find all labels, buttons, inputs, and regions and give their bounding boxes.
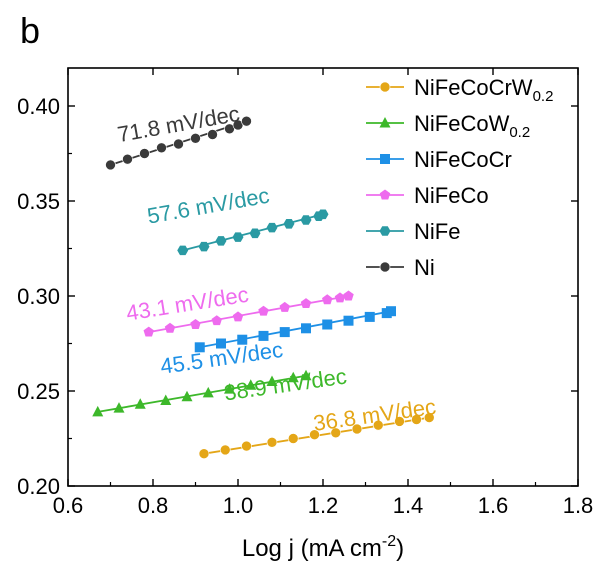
data-point [198, 241, 210, 252]
y-tick-label: 0.30 [17, 284, 60, 309]
data-point [173, 138, 184, 150]
data-point [122, 153, 133, 165]
data-point [279, 327, 290, 338]
data-point [380, 154, 390, 164]
data-point [245, 379, 257, 390]
x-tick-label: 1.4 [393, 493, 424, 518]
data-point [160, 394, 172, 405]
x-tick-label: 0.8 [138, 493, 169, 518]
y-tick-label: 0.40 [17, 94, 60, 119]
data-point [379, 261, 391, 273]
data-point [194, 342, 205, 353]
fit-line [148, 295, 349, 333]
data-point [241, 440, 252, 452]
data-point [266, 375, 278, 386]
data-point [232, 232, 244, 242]
data-point [317, 209, 329, 220]
panel-label: b [20, 10, 41, 51]
data-point [386, 306, 396, 317]
data-point [211, 315, 222, 326]
fit-line [199, 310, 392, 349]
x-tick-label: 1.2 [308, 493, 339, 518]
data-point [379, 226, 391, 236]
data-point [215, 236, 227, 246]
legend-label: NiFe [414, 219, 460, 244]
data-point [394, 416, 405, 427]
x-tick-label: 1.0 [223, 493, 254, 518]
x-tick-label: 1.8 [563, 493, 594, 518]
data-point [330, 427, 342, 439]
data-point [92, 405, 104, 417]
data-point [258, 305, 269, 316]
legend-label: Ni [414, 255, 435, 280]
data-point [343, 290, 354, 301]
data-point [309, 429, 320, 441]
data-point [216, 338, 226, 349]
data-point [279, 301, 290, 312]
data-point [423, 412, 435, 423]
data-point [266, 222, 278, 233]
data-point [351, 423, 363, 435]
data-point [258, 330, 269, 341]
data-point [364, 311, 375, 322]
data-point [300, 298, 312, 309]
data-point [113, 402, 125, 413]
x-tick-label: 1.6 [478, 493, 509, 518]
data-point [134, 398, 146, 409]
x-axis-label: Log j (mA cm-2) [242, 533, 404, 562]
y-tick-label: 0.25 [17, 379, 60, 404]
data-point [219, 444, 231, 456]
data-point [379, 81, 391, 93]
data-point [379, 117, 391, 128]
slope-label: 38.9 mV/dec [222, 364, 348, 406]
data-point [198, 448, 210, 460]
legend-label: NiFeCoCrW0.2 [414, 75, 553, 105]
data-point [156, 142, 167, 154]
y-tick-label: 0.35 [17, 189, 60, 214]
data-point [301, 323, 311, 334]
legend-label: NiFeCoCr [414, 147, 512, 172]
data-point [202, 386, 214, 398]
data-point [287, 433, 299, 444]
data-point [181, 390, 193, 402]
legend-label: NiFeCo [414, 183, 489, 208]
data-point [224, 383, 235, 394]
slope-label: 57.6 mV/dec [145, 183, 271, 229]
slope-label: 43.1 mV/dec [124, 282, 250, 326]
data-point [139, 148, 150, 159]
data-point [207, 129, 218, 140]
data-point [105, 159, 116, 171]
data-point [300, 215, 312, 225]
x-tick-label: 0.6 [53, 493, 84, 518]
data-point [164, 322, 176, 333]
data-point [190, 319, 201, 329]
data-point [266, 436, 278, 448]
data-point [177, 245, 189, 256]
data-point [237, 334, 248, 345]
data-point [283, 219, 295, 229]
data-point [411, 414, 422, 425]
legend-label: NiFeCoW0.2 [414, 111, 530, 141]
data-point [322, 319, 333, 330]
data-point [372, 419, 384, 431]
data-point [143, 326, 154, 337]
data-point [190, 133, 201, 144]
data-point [379, 189, 391, 200]
data-point [334, 292, 346, 303]
data-point [343, 315, 354, 326]
data-point [232, 311, 244, 322]
data-point [322, 294, 333, 305]
y-tick-label: 0.20 [17, 474, 60, 499]
data-point [300, 369, 312, 381]
slope-label: 36.8 mV/dec [312, 394, 438, 436]
data-point [241, 115, 252, 127]
data-point [287, 371, 299, 383]
data-point [249, 228, 261, 239]
